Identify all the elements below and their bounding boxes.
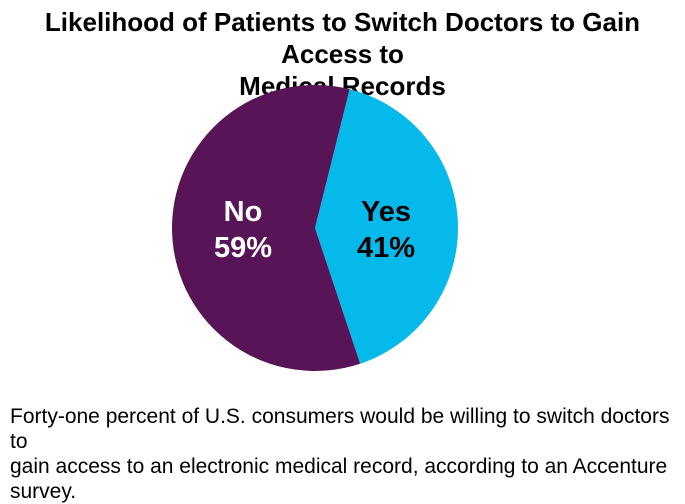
caption-line-3: survey. bbox=[10, 480, 77, 503]
caption: Forty-one percent of U.S. consumers woul… bbox=[10, 404, 675, 504]
pie-label-no-value: 59% bbox=[213, 232, 273, 264]
pie-slice-no bbox=[171, 85, 361, 372]
pie-label-no-name: No bbox=[223, 196, 263, 228]
pie-label-no: No 59% bbox=[163, 194, 323, 266]
pie-label-yes-name: Yes bbox=[361, 196, 411, 228]
pie-label-yes: Yes 41% bbox=[306, 194, 466, 266]
caption-line-1: Forty-one percent of U.S. consumers woul… bbox=[10, 405, 670, 453]
chart-title: Likelihood of Patients to Switch Doctors… bbox=[0, 6, 685, 102]
pie-label-yes-value: 41% bbox=[356, 232, 416, 264]
pie-slice-yes bbox=[315, 89, 458, 364]
chart-title-line-1: Likelihood of Patients to Switch Doctors… bbox=[44, 7, 641, 69]
caption-line-2: gain access to an electronic medical rec… bbox=[10, 455, 668, 478]
chart-image: Likelihood of Patients to Switch Doctors… bbox=[0, 6, 685, 503]
pie-chart bbox=[171, 85, 458, 372]
